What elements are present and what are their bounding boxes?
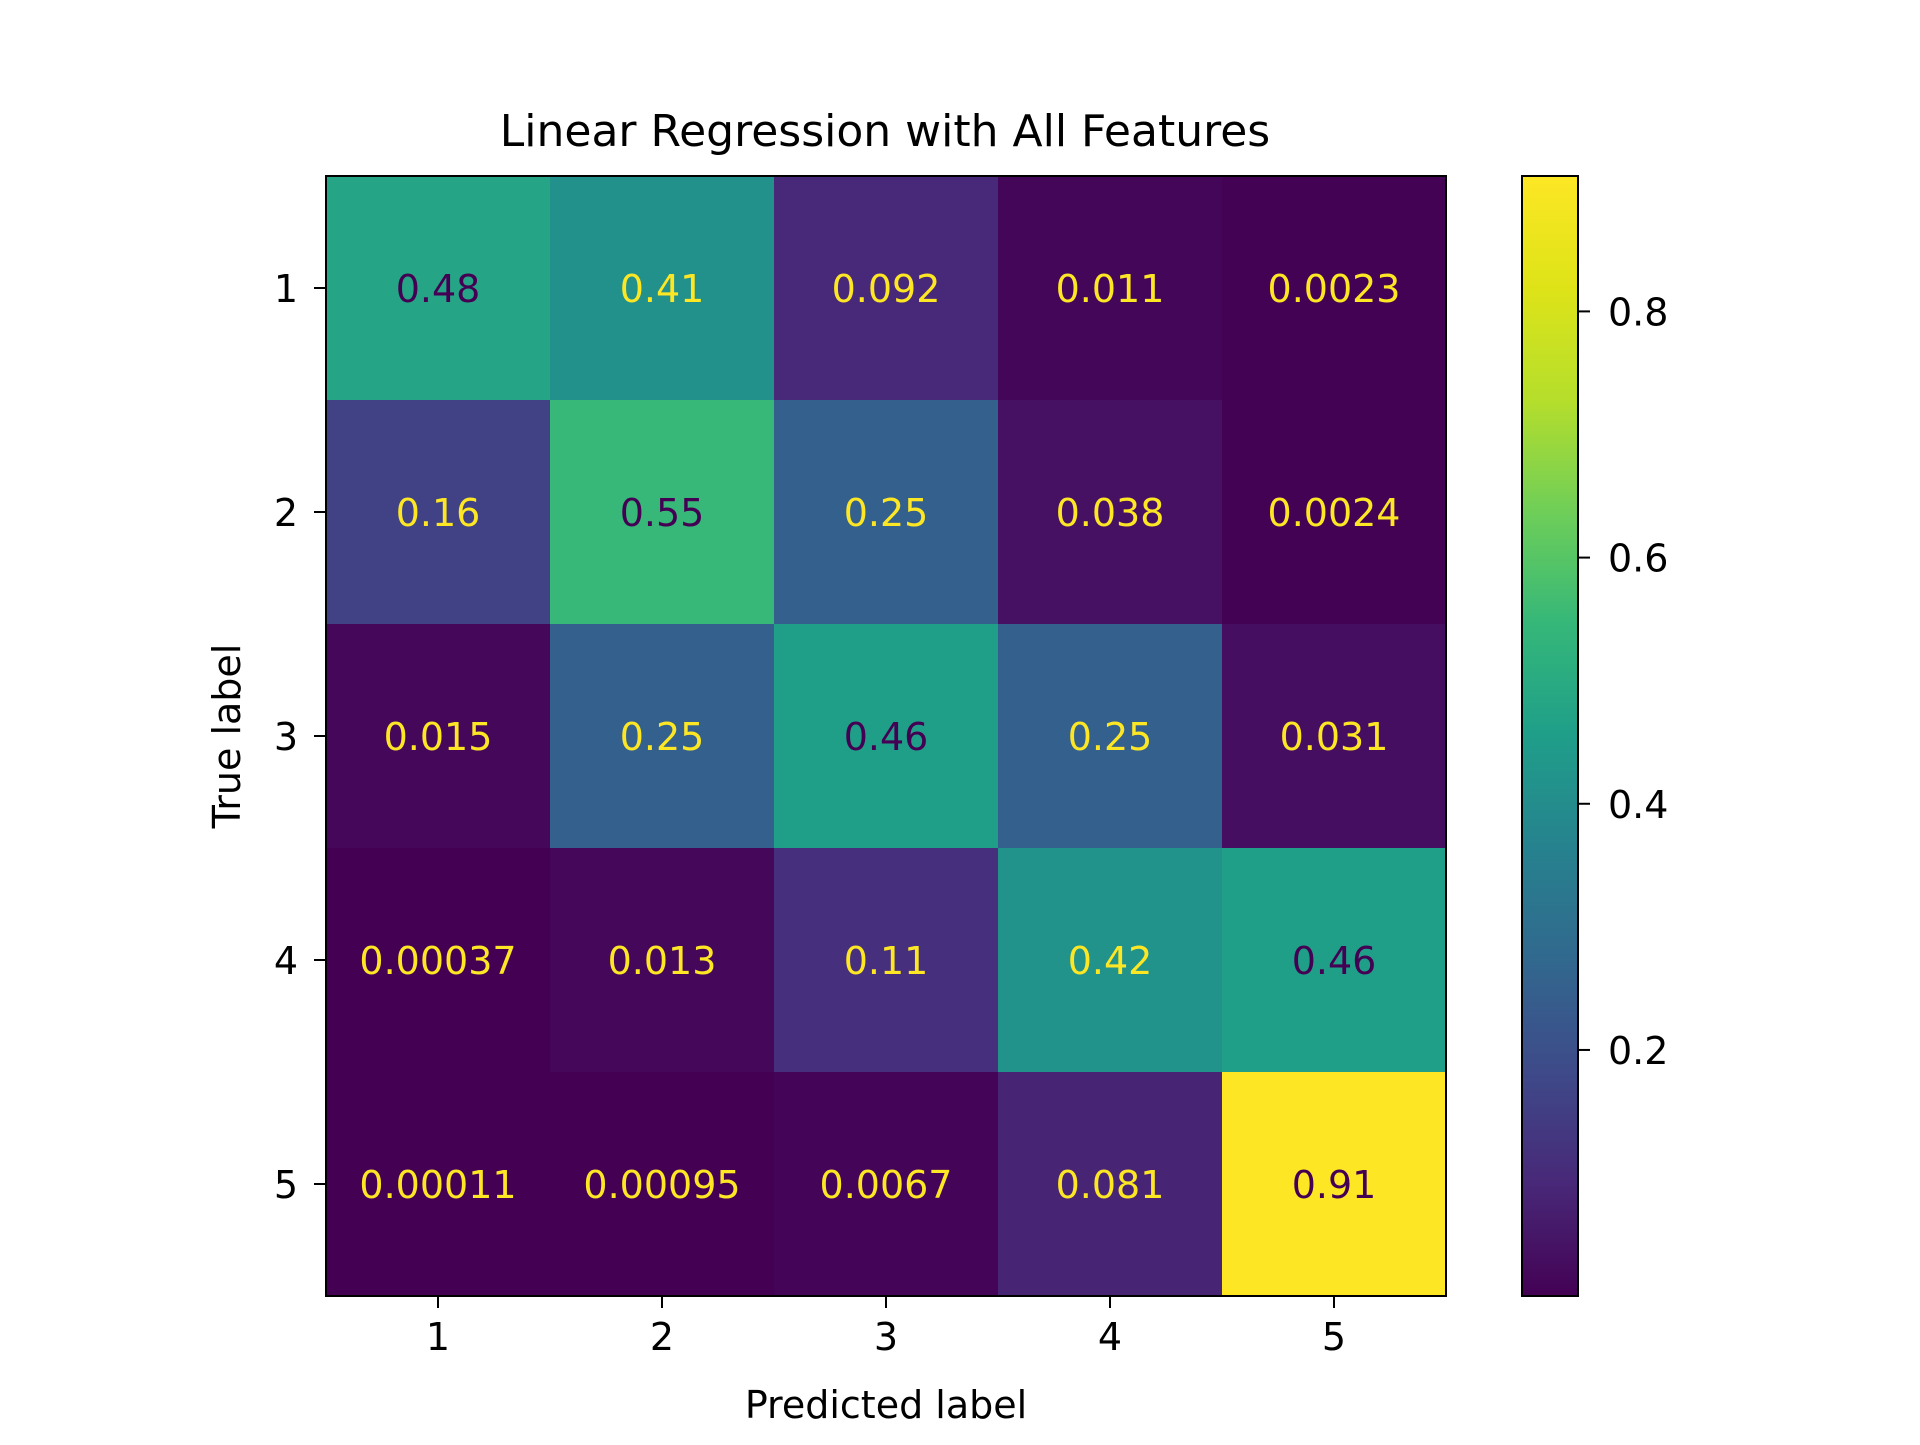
cell-value-label: 0.0067: [820, 1163, 953, 1207]
x-tick-label: 5: [1322, 1315, 1346, 1359]
cell-value-label: 0.015: [384, 715, 493, 759]
cell-value-label: 0.25: [844, 491, 929, 535]
colorbar-tick-label: 0.6: [1608, 537, 1668, 581]
heatmap-cell-r5-c3: [774, 1072, 999, 1297]
cell-value-label: 0.11: [844, 939, 929, 983]
y-axis-ticks: 1 2 3 4 5: [274, 267, 326, 1207]
heatmap-cell-r5-c1: [326, 1072, 551, 1297]
cell-value-label: 0.031: [1280, 715, 1389, 759]
cell-value-label: 0.91: [1292, 1163, 1377, 1207]
heatmap-cell-r1-c4: [998, 176, 1223, 401]
cell-value-label: 0.0024: [1268, 491, 1401, 535]
y-tick-label: 1: [274, 267, 298, 311]
heatmap-cell-r3-c5: [1222, 624, 1447, 849]
cell-value-label: 0.46: [844, 715, 929, 759]
colorbar: [1522, 176, 1578, 1296]
colorbar-tick-label: 0.2: [1608, 1029, 1668, 1073]
heatmap-cell-r4-c1: [326, 848, 551, 1073]
cell-value-label: 0.011: [1056, 267, 1165, 311]
x-axis-ticks: 1 2 3 4 5: [426, 1296, 1346, 1359]
cell-value-label: 0.092: [832, 267, 941, 311]
x-tick-label: 4: [1098, 1315, 1122, 1359]
heatmap-cell-r4-c2: [550, 848, 775, 1073]
cell-value-label: 0.25: [620, 715, 705, 759]
cell-value-label: 0.0023: [1268, 267, 1401, 311]
heatmap-cell-r5-c4: [998, 1072, 1223, 1297]
cell-value-label: 0.42: [1068, 939, 1153, 983]
heatmap-cell-labels: 0.48 0.41 0.092 0.011 0.0023 0.16 0.55 0.25 0.03…: [359, 267, 1400, 1207]
cell-value-label: 0.00037: [359, 939, 516, 983]
cell-value-label: 0.00095: [583, 1163, 740, 1207]
colorbar-frame: [1521, 175, 1579, 1297]
cell-value-label: 0.41: [620, 267, 705, 311]
heatmap-cell-r2-c5: [1222, 400, 1447, 625]
colorbar-ticks: 0.2 0.4 0.6 0.8: [1578, 290, 1668, 1073]
colorbar-tick-label: 0.4: [1608, 783, 1668, 827]
y-tick-label: 5: [274, 1163, 298, 1207]
cell-value-label: 0.48: [396, 267, 481, 311]
chart-title: Linear Regression with All Features: [500, 106, 1270, 157]
heatmap-cell-r2-c4: [998, 400, 1223, 625]
heatmap-cell-r5-c5: [1222, 1072, 1447, 1297]
cell-value-label: 0.25: [1068, 715, 1153, 759]
cell-value-label: 0.081: [1056, 1163, 1165, 1207]
heatmap-cell-r2-c1: [326, 400, 551, 625]
heatmap-cell-r4-c3: [774, 848, 999, 1073]
y-tick-label: 3: [274, 715, 298, 759]
heatmap-cell-r3-c2: [550, 624, 775, 849]
y-tick-label: 4: [274, 939, 298, 983]
cell-value-label: 0.038: [1056, 491, 1165, 535]
x-tick-label: 2: [650, 1315, 674, 1359]
heatmap-cell-r2-c3: [774, 400, 999, 625]
colorbar-tick-label: 0.8: [1608, 290, 1668, 334]
heatmap-cells: [326, 176, 1447, 1297]
heatmap-cell-r2-c2: [550, 400, 775, 625]
x-axis-label: Predicted label: [745, 1383, 1027, 1427]
heatmap-cell-r4-c5: [1222, 848, 1447, 1073]
cell-value-label: 0.00011: [359, 1163, 516, 1207]
heatmap-cell-r1-c2: [550, 176, 775, 401]
cell-value-label: 0.16: [396, 491, 481, 535]
cell-value-label: 0.55: [620, 491, 705, 535]
heatmap-cell-r3-c1: [326, 624, 551, 849]
heatmap-cell-r1-c1: [326, 176, 551, 401]
heatmap-cell-r3-c3: [774, 624, 999, 849]
cell-value-label: 0.013: [608, 939, 717, 983]
heatmap-cell-r4-c4: [998, 848, 1223, 1073]
y-axis-label: True label: [205, 644, 249, 830]
heatmap-cell-r1-c3: [774, 176, 999, 401]
x-tick-label: 1: [426, 1315, 450, 1359]
cell-value-label: 0.46: [1292, 939, 1377, 983]
heatmap-cell-r5-c2: [550, 1072, 775, 1297]
x-tick-label: 3: [874, 1315, 898, 1359]
heatmap-cell-r3-c4: [998, 624, 1223, 849]
y-tick-label: 2: [274, 491, 298, 535]
heatmap-cell-r1-c5: [1222, 176, 1447, 401]
